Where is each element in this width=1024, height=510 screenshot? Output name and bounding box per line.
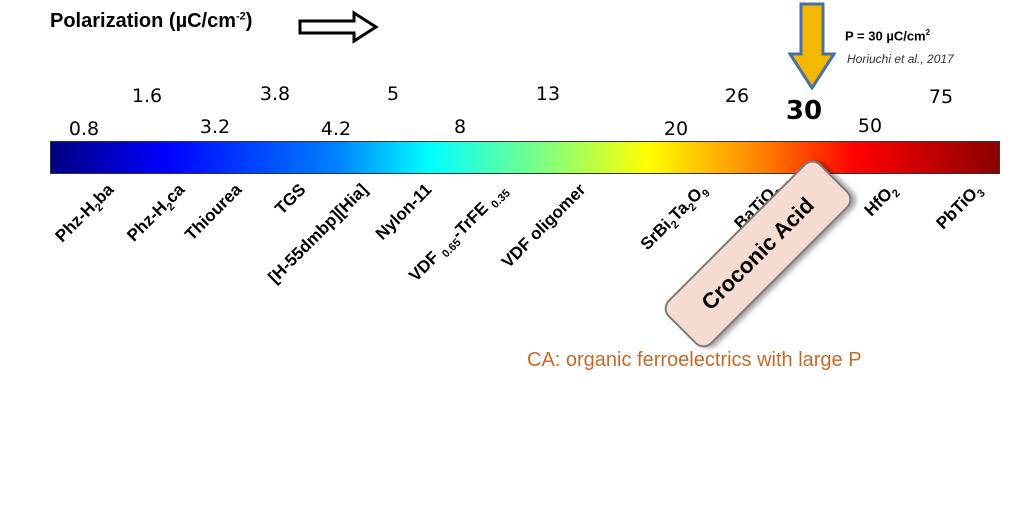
down-arrow-icon (788, 2, 836, 90)
right-arrow-icon (298, 10, 379, 44)
scale-value: 75 (928, 86, 954, 108)
scale-value: 8 (453, 116, 467, 138)
material-label-phz-h2ca: Phz-H2ca (123, 180, 189, 246)
scale-value: 13 (535, 83, 561, 105)
scale-value: 50 (857, 115, 883, 137)
croconic-acid-box: Croconic Acid (659, 155, 857, 353)
material-label-nylon-11: Nylon-11 (371, 180, 436, 244)
figure-title: Polarization (µC/cm-2) (50, 10, 252, 33)
scale-value: 5 (386, 83, 400, 105)
material-label-srbi2ta2o9: SrBi2Ta2O9 (636, 184, 713, 254)
croconic-acid-label: Croconic Acid (696, 192, 819, 315)
material-label-pbtio3: PbTiO3 (932, 184, 988, 233)
scale-value: 4.2 (320, 118, 352, 140)
scale-value: 20 (663, 118, 689, 140)
material-label-thiourea: Thiourea (181, 180, 246, 245)
title-text: Polarization (µC/cm (50, 10, 236, 32)
polarization-value-label: P = 30 µC/cm2 (845, 28, 930, 43)
scale-value: 3.2 (199, 116, 231, 138)
p-value-superscript: 2 (925, 28, 931, 37)
p-value-text: P = 30 µC/cm (845, 28, 926, 44)
material-label-phz-h2ba: Phz-H2ba (51, 180, 118, 246)
caption: CA: organic ferroelectrics with large P (527, 349, 862, 371)
scale-value: 3.8 (259, 83, 291, 105)
material-label-tgs: TGS (271, 180, 310, 219)
scale-value: 1.6 (131, 85, 163, 107)
citation: Horiuchi et al., 2017 (847, 52, 954, 66)
material-label-hfo2: HfO2 (860, 184, 903, 220)
scale-value: 0.8 (68, 118, 100, 140)
highlight-value: 30 (785, 96, 823, 126)
color-gradient-bar (50, 141, 1000, 174)
title-superscript: -2 (236, 10, 246, 23)
scale-value: 26 (724, 85, 750, 107)
title-close-paren: ) (245, 10, 253, 32)
